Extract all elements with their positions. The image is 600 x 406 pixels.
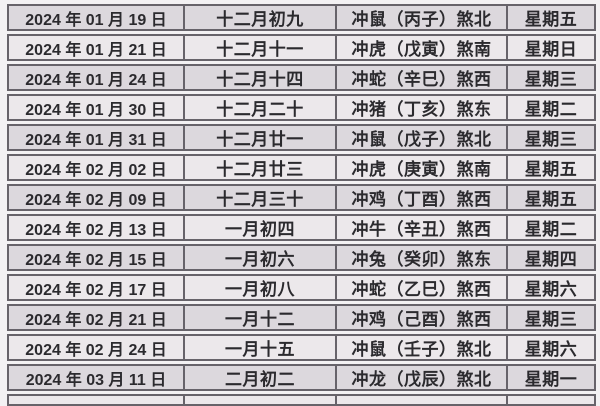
clash-info: 冲鸡（己酉）煞西 bbox=[335, 306, 506, 329]
lunar-date: 十二月廿一 bbox=[183, 126, 335, 149]
table-row: 2024 年 02 月 15 日 一月初六 冲兔（癸卯）煞东 星期四 bbox=[7, 244, 596, 271]
gregorian-date: 2024 年 02 月 15 日 bbox=[25, 251, 167, 269]
lunar-date: 十二月廿三 bbox=[183, 156, 335, 179]
lunar-date: 十二月十一 bbox=[183, 36, 335, 59]
gregorian-date: 2024 年 01 月 19 日 bbox=[25, 11, 167, 29]
weekday: 星期四 bbox=[506, 246, 594, 269]
weekday: 星期一 bbox=[506, 366, 594, 389]
gregorian-date: 2024 年 02 月 17 日 bbox=[25, 281, 167, 299]
table-row: 2024 年 01 月 21 日 十二月十一 冲虎（戊寅）煞南 星期日 bbox=[7, 34, 596, 61]
table-row: 2024 年 02 月 13 日 一月初四 冲牛（辛丑）煞西 星期二 bbox=[7, 214, 596, 241]
lunar-date: 十二月二十 bbox=[183, 96, 335, 119]
almanac-table: 2024 年 01 月 19 日 十二月初九 冲鼠（丙子）煞北 星期五 2024… bbox=[7, 4, 596, 406]
weekday: 星期日 bbox=[506, 36, 594, 59]
table-row-partial bbox=[7, 394, 596, 406]
table-row: 2024 年 02 月 17 日 一月初八 冲蛇（乙巳）煞西 星期六 bbox=[7, 274, 596, 301]
clash-info: 冲兔（癸卯）煞东 bbox=[335, 246, 506, 269]
weekday: 星期六 bbox=[506, 336, 594, 359]
lunar-date: 一月十五 bbox=[183, 336, 335, 359]
gregorian-date: 2024 年 01 月 21 日 bbox=[25, 41, 167, 59]
gregorian-date: 2024 年 02 月 09 日 bbox=[25, 191, 167, 209]
gregorian-date: 2024 年 01 月 31 日 bbox=[25, 131, 167, 149]
lunar-date: 一月初六 bbox=[183, 246, 335, 269]
clash-info bbox=[335, 396, 506, 404]
gregorian-date bbox=[9, 396, 183, 404]
clash-info: 冲蛇（乙巳）煞西 bbox=[335, 276, 506, 299]
clash-info: 冲蛇（辛巳）煞西 bbox=[335, 66, 506, 89]
table-row: 2024 年 01 月 24 日 十二月十四 冲蛇（辛巳）煞西 星期三 bbox=[7, 64, 596, 91]
clash-info: 冲虎（庚寅）煞南 bbox=[335, 156, 506, 179]
gregorian-date: 2024 年 02 月 02 日 bbox=[25, 161, 167, 179]
gregorian-date: 2024 年 01 月 24 日 bbox=[25, 71, 167, 89]
gregorian-date: 2024 年 01 月 30 日 bbox=[25, 101, 167, 119]
weekday: 星期二 bbox=[506, 96, 594, 119]
clash-info: 冲虎（戊寅）煞南 bbox=[335, 36, 506, 59]
table-row: 2024 年 02 月 21 日 一月十二 冲鸡（己酉）煞西 星期三 bbox=[7, 304, 596, 331]
table-row: 2024 年 02 月 09 日 十二月三十 冲鸡（丁酉）煞西 星期五 bbox=[7, 184, 596, 211]
weekday: 星期五 bbox=[506, 186, 594, 209]
weekday: 星期三 bbox=[506, 306, 594, 329]
lunar-date: 二月初二 bbox=[183, 366, 335, 389]
clash-info: 冲牛（辛丑）煞西 bbox=[335, 216, 506, 239]
weekday: 星期二 bbox=[506, 216, 594, 239]
lunar-date: 一月十二 bbox=[183, 306, 335, 329]
clash-info: 冲鼠（丙子）煞北 bbox=[335, 6, 506, 29]
lunar-date: 十二月十四 bbox=[183, 66, 335, 89]
clash-info: 冲鼠（壬子）煞北 bbox=[335, 336, 506, 359]
table-row: 2024 年 02 月 02 日 十二月廿三 冲虎（庚寅）煞南 星期五 bbox=[7, 154, 596, 181]
table-row: 2024 年 01 月 31 日 十二月廿一 冲鼠（戊子）煞北 星期三 bbox=[7, 124, 596, 151]
weekday: 星期三 bbox=[506, 126, 594, 149]
clash-info: 冲龙（戊辰）煞北 bbox=[335, 366, 506, 389]
weekday: 星期三 bbox=[506, 66, 594, 89]
clash-info: 冲鼠（戊子）煞北 bbox=[335, 126, 506, 149]
gregorian-date: 2024 年 02 月 13 日 bbox=[25, 221, 167, 239]
lunar-date: 一月初四 bbox=[183, 216, 335, 239]
clash-info: 冲猪（丁亥）煞东 bbox=[335, 96, 506, 119]
table-row: 2024 年 01 月 30 日 十二月二十 冲猪（丁亥）煞东 星期二 bbox=[7, 94, 596, 121]
lunar-date: 一月初八 bbox=[183, 276, 335, 299]
weekday bbox=[506, 396, 594, 404]
weekday: 星期五 bbox=[506, 6, 594, 29]
lunar-date: 十二月三十 bbox=[183, 186, 335, 209]
weekday: 星期六 bbox=[506, 276, 594, 299]
table-row: 2024 年 01 月 19 日 十二月初九 冲鼠（丙子）煞北 星期五 bbox=[7, 4, 596, 31]
table-row: 2024 年 02 月 24 日 一月十五 冲鼠（壬子）煞北 星期六 bbox=[7, 334, 596, 361]
lunar-date bbox=[183, 396, 335, 404]
lunar-date: 十二月初九 bbox=[183, 6, 335, 29]
gregorian-date: 2024 年 02 月 24 日 bbox=[25, 341, 167, 359]
table-row: 2024 年 03 月 11 日 二月初二 冲龙（戊辰）煞北 星期一 bbox=[7, 364, 596, 391]
gregorian-date: 2024 年 03 月 11 日 bbox=[25, 371, 167, 389]
gregorian-date: 2024 年 02 月 21 日 bbox=[25, 311, 167, 329]
weekday: 星期五 bbox=[506, 156, 594, 179]
clash-info: 冲鸡（丁酉）煞西 bbox=[335, 186, 506, 209]
